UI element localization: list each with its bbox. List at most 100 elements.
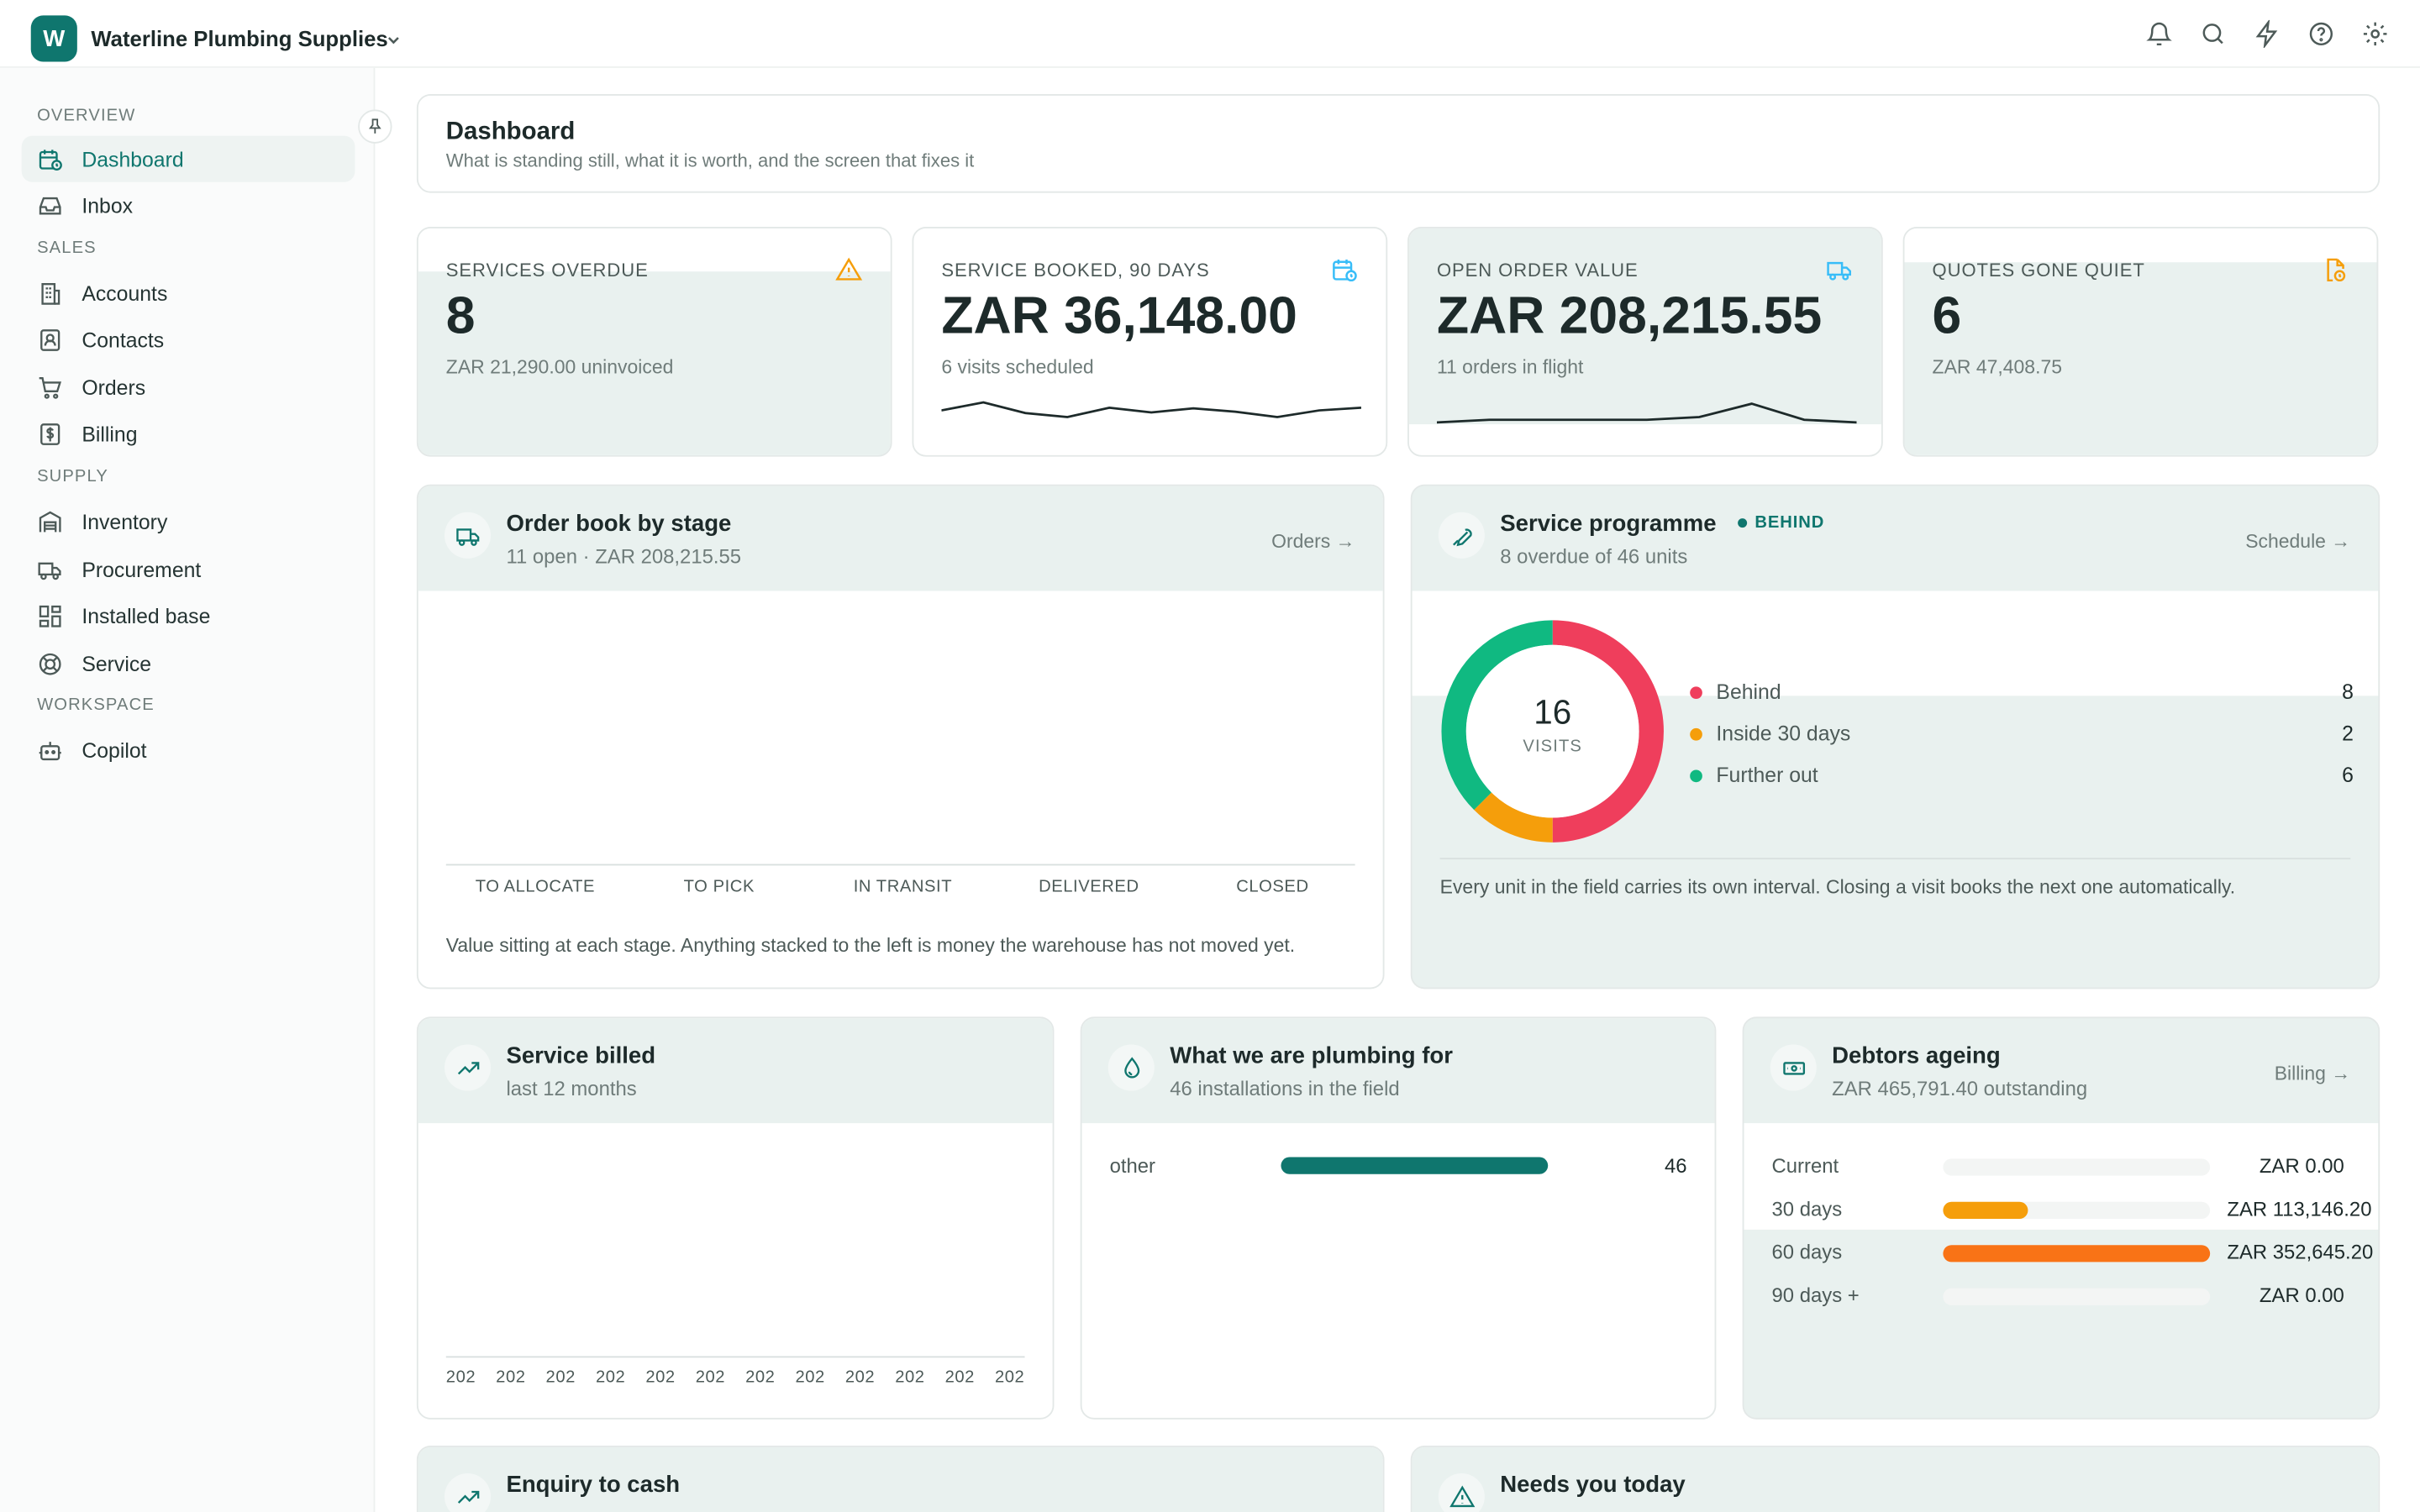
org-logo[interactable]: W (30, 15, 77, 62)
search-icon[interactable] (2199, 20, 2227, 48)
stage-label: CLOSED (1236, 878, 1309, 897)
card-header (1412, 1446, 2379, 1512)
top-bar: W Waterline Plumbing Supplies (0, 0, 2420, 68)
ageing-value: ZAR 352,645.20 (2227, 1240, 2374, 1264)
bar-track (1943, 1201, 2211, 1219)
sidebar-item-label: Billing (82, 422, 138, 445)
plumbing-card: What we are plumbing for 46 installation… (1080, 1016, 1717, 1420)
donut-slice-further-out (1441, 620, 1554, 811)
sidebar-item-procurement[interactable]: Procurement (22, 546, 355, 592)
billing-link[interactable]: Billing → (2274, 1063, 2351, 1085)
lifebuoy-icon (39, 652, 61, 675)
service-billed-card: Service billed last 12 months 202 202 20… (416, 1016, 1055, 1420)
card-title: Debtors ageing (1832, 1042, 2001, 1069)
axis-line (445, 864, 1355, 866)
card-header (418, 1446, 1383, 1512)
sidebar-item-accounts[interactable]: Accounts (22, 270, 355, 316)
donut-hole (1465, 644, 1639, 818)
ageing-value: ZAR 0.00 (2259, 1153, 2344, 1178)
pin-sidebar-button[interactable] (358, 109, 392, 144)
sidebar-item-copilot[interactable]: Copilot (22, 727, 355, 773)
sidebar-item-contacts[interactable]: Contacts (22, 317, 355, 363)
contact-icon (40, 328, 60, 350)
sidebar-section-workspace: WORKSPACE (37, 696, 155, 715)
kpi-sub: ZAR 21,290.00 uninvoiced (445, 356, 674, 378)
page-header: Dashboard What is standing still, what i… (416, 94, 2381, 193)
sidebar-item-orders[interactable]: Orders (22, 364, 355, 410)
tick-label: 202 (545, 1368, 576, 1388)
kpi-open-order-value[interactable]: OPEN ORDER VALUE ZAR 208,215.55 11 order… (1407, 226, 1883, 457)
inbox-icon (39, 197, 61, 214)
axis-line (445, 1356, 1025, 1358)
sparkline-series (1436, 402, 1857, 424)
card-header (418, 486, 1383, 591)
org-name[interactable]: Waterline Plumbing Supplies (91, 26, 388, 51)
legend-row: Behind 8 (1690, 671, 2354, 713)
tick-label: 202 (895, 1368, 925, 1388)
bell-icon[interactable] (2145, 20, 2173, 48)
orders-link[interactable]: Orders → (1271, 530, 1355, 553)
sidebar-item-billing[interactable]: Billing (22, 411, 355, 457)
visits-donut (1441, 620, 1664, 843)
card-title: Enquiry to cash (506, 1472, 681, 1499)
ageing-label: 90 days + (1771, 1284, 1860, 1307)
kpi-value: 6 (1932, 286, 1962, 346)
warning-icon (1438, 1473, 1485, 1512)
dollar-icon (40, 423, 60, 444)
sidebar-item-dashboard[interactable]: Dashboard (21, 135, 355, 182)
tick-label: 202 (994, 1368, 1025, 1388)
tick-label: 202 (944, 1368, 975, 1388)
building-icon (41, 282, 60, 304)
tick-label: 202 (844, 1368, 876, 1388)
tick-label: 202 (645, 1368, 676, 1388)
sidebar-item-installed-base[interactable]: Installed base (22, 592, 355, 638)
card-subtitle: ZAR 465,791.40 outstanding (1832, 1077, 2088, 1100)
cart-icon (39, 376, 61, 398)
grid-icon (39, 604, 61, 627)
card-subtitle: last 12 months (506, 1077, 637, 1100)
enquiry-to-cash-card: Enquiry to cash (416, 1445, 1385, 1512)
card-note: Value sitting at each stage. Anything st… (445, 935, 1296, 957)
help-icon[interactable] (2307, 20, 2335, 48)
calendar-clock-icon (1333, 260, 1357, 282)
sidebar-item-label: Orders (82, 375, 146, 399)
legend-value: 8 (2342, 680, 2354, 704)
sidebar-item-label: Service (82, 652, 152, 675)
ageing-label: Current (1771, 1153, 1839, 1178)
stage-label: TO PICK (683, 878, 755, 897)
card-subtitle: 11 open · ZAR 208,215.55 (506, 544, 742, 568)
sidebar-item-label: Inventory (82, 510, 168, 533)
legend-row: Further out 6 (1690, 754, 2354, 796)
schedule-link[interactable]: Schedule → (2245, 530, 2351, 553)
badge-label: BEHIND (1754, 513, 1825, 533)
kpi-label: SERVICE BOOKED, 90 DAYS (941, 259, 1210, 281)
service-programme-card: Service programme BEHIND 8 overdue of 46… (1410, 484, 2381, 990)
kpi-service-booked[interactable]: SERVICE BOOKED, 90 DAYS ZAR 36,148.00 6 … (912, 226, 1388, 457)
kpi-sub: 11 orders in flight (1436, 356, 1584, 378)
bar-fill (1281, 1157, 1549, 1174)
warehouse-icon (39, 510, 61, 532)
donut-legend: Behind 8 Inside 30 days 2 Further out 6 (1690, 671, 2354, 796)
gear-icon[interactable] (2361, 20, 2389, 48)
truck-icon (1827, 261, 1851, 281)
sidebar-item-inventory[interactable]: Inventory (22, 498, 355, 544)
warning-icon (835, 257, 863, 281)
bar-value: 46 (1664, 1153, 1687, 1178)
kpi-services-overdue[interactable]: SERVICES OVERDUE 8 ZAR 21,290.00 uninvoi… (416, 226, 892, 457)
kpi-quotes-gone-quiet[interactable]: QUOTES GONE QUIET 6 ZAR 47,408.75 (1902, 226, 2379, 457)
kpi-value: ZAR 208,215.55 (1436, 286, 1823, 346)
kpi-value: ZAR 36,148.00 (941, 286, 1297, 346)
legend-dot (1690, 769, 1702, 782)
sidebar-item-label: Inbox (82, 193, 134, 218)
donut-slice-behind (1552, 620, 1664, 843)
sidebar-item-inbox[interactable]: Inbox (22, 182, 355, 228)
bar-track (1943, 1288, 2211, 1305)
x-axis-ticks: 202 202 202 202 202 202 202 202 202 202 … (446, 1368, 1025, 1387)
lightning-icon[interactable] (2254, 19, 2281, 48)
truck-icon (444, 512, 492, 559)
bar-fill (1943, 1201, 2029, 1219)
sidebar-section-supply: SUPPLY (37, 467, 108, 486)
sidebar-item-service[interactable]: Service (22, 640, 355, 686)
card-subtitle: 8 overdue of 46 units (1500, 544, 1688, 568)
chevron-down-icon[interactable] (384, 31, 402, 50)
